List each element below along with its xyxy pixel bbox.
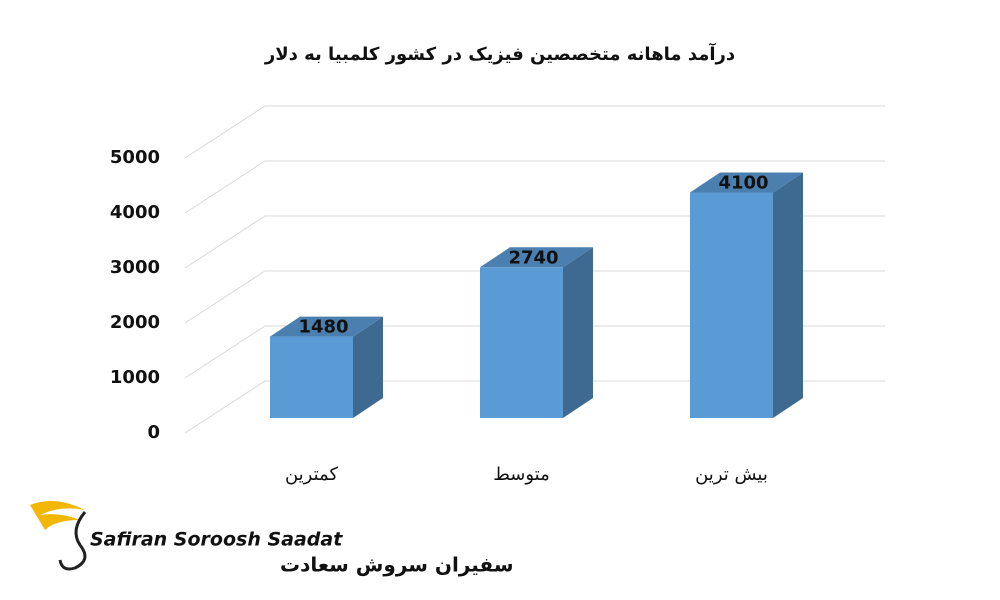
bar-side <box>773 172 803 418</box>
x-tick-label: بیش ترین <box>695 464 768 485</box>
bar-top <box>690 172 803 193</box>
grid-line <box>184 215 885 269</box>
bar <box>480 267 563 418</box>
logo-name-fa: سفیران سروش سعادت <box>280 553 514 577</box>
y-tick-label: 3000 <box>110 257 160 278</box>
grid-line <box>184 380 885 434</box>
data-label: 2740 <box>508 247 558 268</box>
y-tick-label: 5000 <box>110 147 160 168</box>
bar <box>690 192 773 418</box>
x-tick-label: متوسط <box>493 464 550 485</box>
bar-side <box>563 247 593 418</box>
y-tick-label: 2000 <box>110 312 160 333</box>
data-label: 1480 <box>298 317 348 338</box>
bar-top <box>270 316 383 337</box>
grid-line <box>184 160 885 214</box>
data-label: 4100 <box>718 173 768 194</box>
chart-title: درآمد ماهانه متخصصین فیزیک در کشور کلمبی… <box>264 42 735 65</box>
logo-wing <box>30 501 85 530</box>
bar-top <box>480 247 593 268</box>
logo-swan <box>58 511 87 571</box>
grid-line <box>184 270 885 324</box>
x-tick-label: کمترین <box>285 464 338 485</box>
grid-line <box>184 105 885 159</box>
bar-side <box>353 316 383 418</box>
plot-area: 0 1000 2000 3000 4000 5000 کمترین 1480 متوسط 2740… <box>110 105 885 485</box>
logo-name: Safiran Soroosh Saadat <box>90 529 343 551</box>
y-tick-label: 4000 <box>110 202 160 223</box>
y-tick-label: 0 <box>147 422 160 443</box>
y-tick-label: 1000 <box>110 367 160 388</box>
grid-line <box>184 325 885 379</box>
bar <box>270 336 353 418</box>
logo: Safiran Soroosh Saadat سفیران سروش سعادت <box>30 501 514 577</box>
